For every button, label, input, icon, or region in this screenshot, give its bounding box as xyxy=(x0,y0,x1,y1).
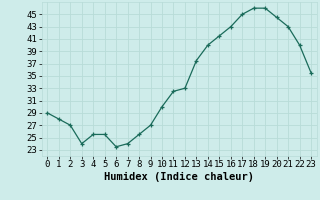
X-axis label: Humidex (Indice chaleur): Humidex (Indice chaleur) xyxy=(104,172,254,182)
